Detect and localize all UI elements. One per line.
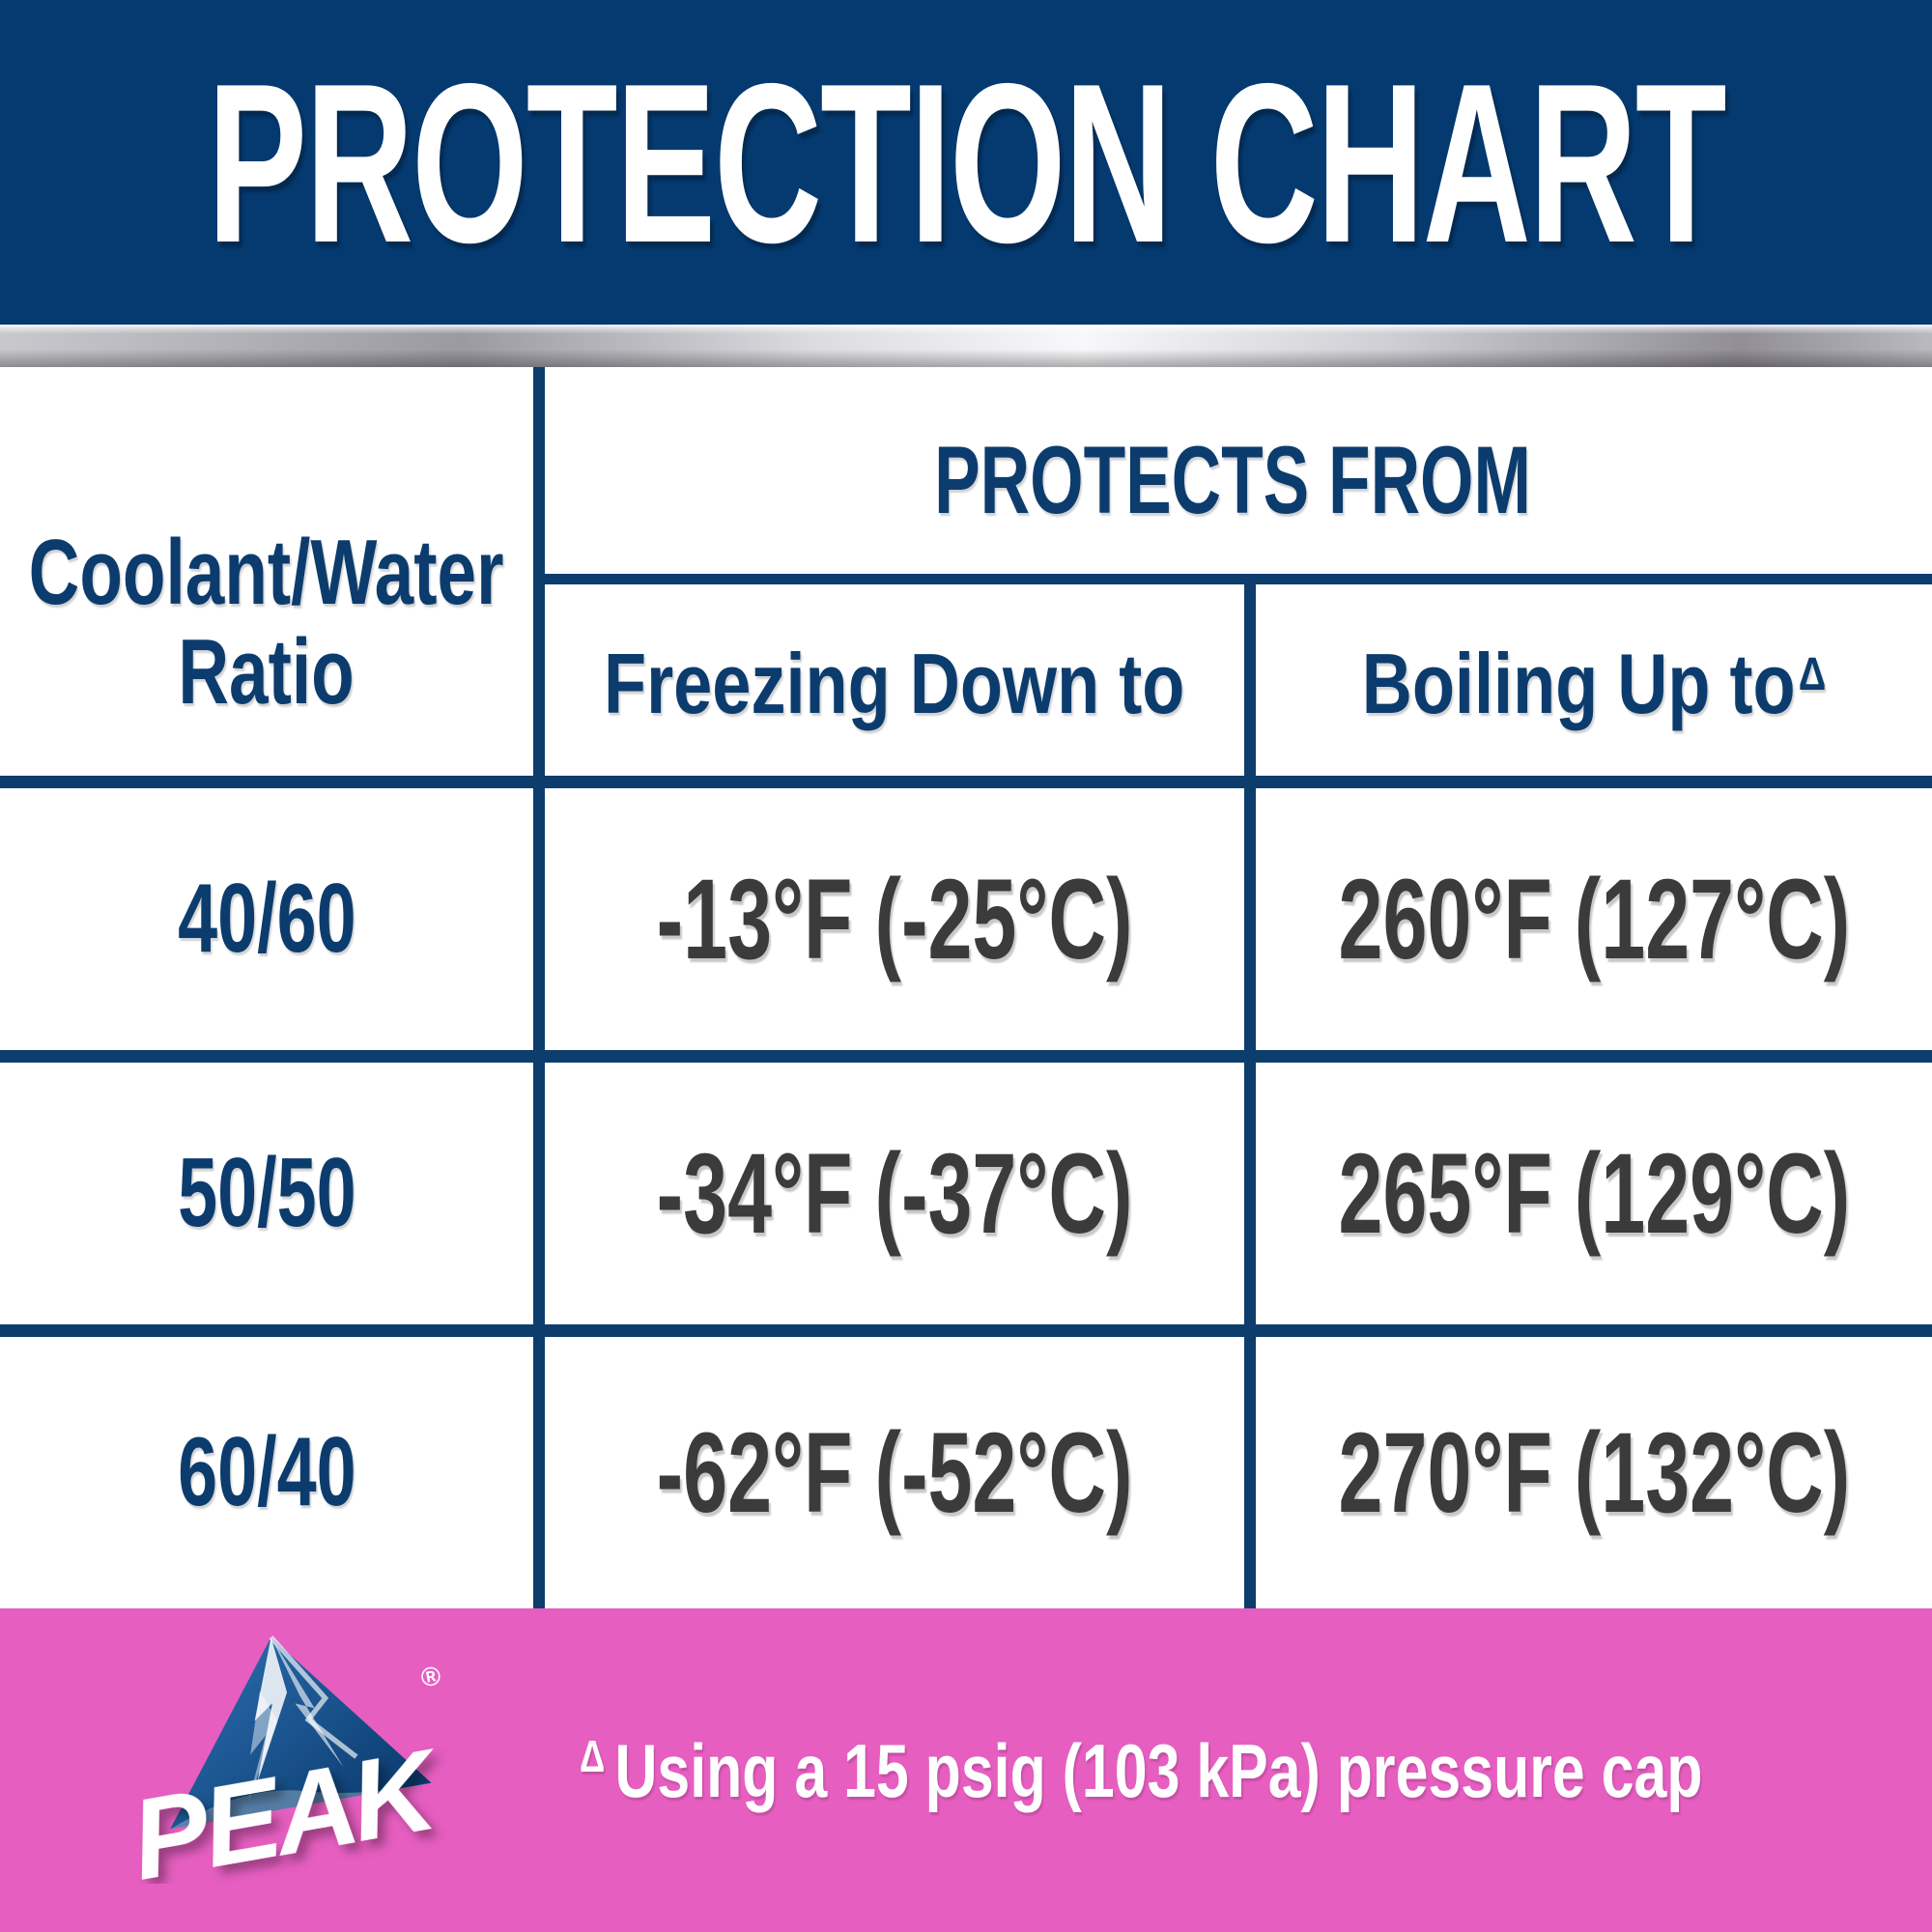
table-horizontal-rule-row2 (0, 1324, 1932, 1337)
row-1-ratio-cell: 40/60 (0, 788, 533, 1050)
row-1-freezing-cell: -13°F (-25°C) (545, 788, 1244, 1050)
registered-trademark-icon: ® (418, 1660, 442, 1692)
row-1-boiling-cell: 260°F (127°C) (1256, 788, 1932, 1050)
row-header-coolant-water-ratio: Coolant/Water Ratio (0, 464, 533, 782)
protects-from-label: PROTECTS FROM (934, 425, 1531, 533)
row-3-freezing-cell: -62°F (-52°C) (545, 1337, 1244, 1608)
row-3-boiling-cell: 270°F (132°C) (1256, 1337, 1932, 1608)
row-2-boiling-cell: 265°F (129°C) (1256, 1063, 1932, 1324)
boiling-up-to-label: Boiling Up to (1361, 636, 1796, 731)
column-header-freezing: Freezing Down to (545, 584, 1244, 776)
row-3-boiling-value: 270°F (132°C) (1338, 1408, 1850, 1537)
table-horizontal-rule-subheader (533, 574, 1932, 584)
row-2-ratio-value: 50/50 (177, 1139, 356, 1247)
mountain-icon (170, 1635, 432, 1830)
table-horizontal-rule-row1 (0, 1050, 1932, 1063)
row-2-freezing-cell: -34°F (-37°C) (545, 1063, 1244, 1324)
row-1-ratio-value: 40/60 (177, 865, 356, 973)
boiling-delta-superscript-icon: Δ (1798, 647, 1827, 700)
row-2-freezing-value: -34°F (-37°C) (656, 1129, 1133, 1258)
row-header-line1: Coolant/Water (29, 521, 504, 625)
column-group-header: PROTECTS FROM (533, 367, 1932, 574)
peak-logo: ® PEAK (122, 1635, 452, 1884)
silver-divider (0, 325, 1932, 367)
table-vertical-rule-2 (1244, 574, 1256, 1608)
table-vertical-rule-1 (533, 367, 545, 1608)
column-header-boiling: Boiling Up toΔ (1256, 584, 1932, 776)
footnote-delta-symbol-icon: Δ (580, 1730, 606, 1781)
title-banner: PROTECTION CHART (0, 0, 1932, 325)
row-1-freezing-value: -13°F (-25°C) (656, 855, 1133, 983)
row-1-boiling-value: 260°F (127°C) (1338, 855, 1850, 983)
footnote: Δ Using a 15 psig (103 kPa) pressure cap (580, 1608, 1835, 1932)
row-2-boiling-value: 265°F (129°C) (1338, 1129, 1850, 1258)
page-title: PROTECTION CHART (207, 35, 1727, 290)
table-horizontal-rule-header (0, 776, 1932, 788)
row-header-line2: Ratio (178, 620, 355, 724)
row-3-ratio-cell: 60/40 (0, 1337, 533, 1608)
row-3-freezing-value: -62°F (-52°C) (656, 1408, 1133, 1537)
row-2-ratio-cell: 50/50 (0, 1063, 533, 1324)
row-3-ratio-value: 60/40 (177, 1418, 356, 1526)
freezing-down-to-label: Freezing Down to (604, 636, 1185, 731)
footnote-text: Using a 15 psig (103 kPa) pressure cap (614, 1727, 1703, 1813)
